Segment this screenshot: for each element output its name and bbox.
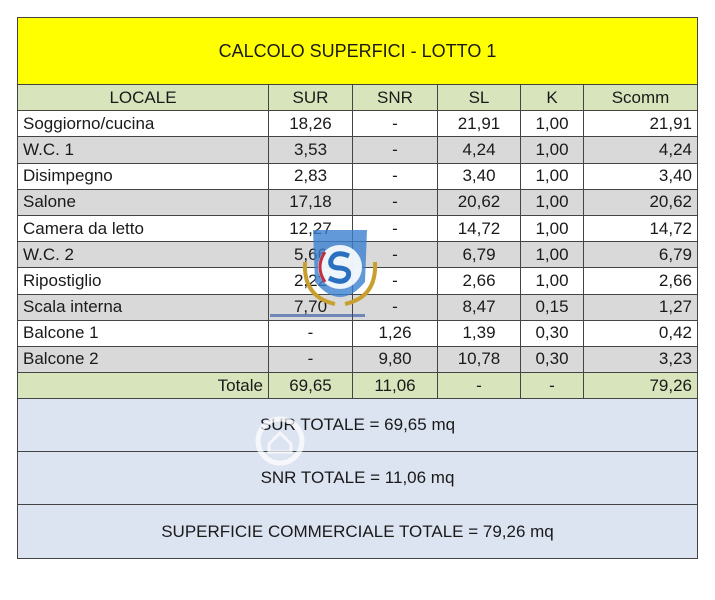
cell-snr: -	[353, 294, 438, 320]
cell-sl: 1,39	[438, 320, 521, 346]
cell-snr: -	[353, 111, 438, 137]
surface-table: CALCOLO SUPERFICI - LOTTO 1 LOCALE SUR SNR…	[17, 17, 698, 560]
cell-sur: -	[269, 346, 353, 373]
cell-sur: 3,53	[269, 137, 353, 163]
cell-sl: 20,62	[438, 189, 521, 215]
table-row: W.C. 1 3,53-4,24 1,00 4,24	[18, 137, 697, 164]
table-row: Scala interna 7,70-8,47 0,15 1,27	[18, 294, 697, 321]
cell-scomm: 1,27	[658, 297, 692, 317]
cell-locale: Disimpegno	[18, 163, 269, 189]
cell-locale: Ripostiglio	[18, 268, 269, 294]
snr-total: SNR TOTALE = 11,06 mq	[18, 452, 697, 506]
cell-k: 1,00	[521, 137, 584, 163]
cell-sur: 12,27	[269, 215, 353, 242]
header-sl: SL	[438, 85, 521, 111]
header-scomm: Scomm	[611, 87, 670, 107]
table-row: Balcone 2-9,80 10,78 0,30 3,23	[18, 346, 697, 374]
cell-locale: Balcone 2	[18, 346, 269, 373]
cell-k: 1,00	[521, 189, 584, 215]
cell-snr: 1,26	[353, 320, 438, 346]
cell-snr: -	[353, 163, 438, 189]
total-sl: -	[438, 373, 521, 399]
cell-locale: Soggiorno/cucina	[18, 111, 269, 137]
cell-scomm: 14,72	[649, 218, 692, 238]
cell-sl: 6,79	[438, 242, 521, 268]
table-row: Disimpegno 2,83-3,40 1,00 3,40	[18, 163, 697, 190]
header-row: LOCALE SUR SNR SL K Scomm	[18, 85, 697, 112]
cell-scomm: 3,40	[658, 166, 692, 186]
cell-locale: W.C. 2	[18, 242, 269, 268]
cell-k: 1,00	[521, 215, 584, 242]
cell-scomm: 2,66	[658, 270, 692, 290]
header-sur: SUR	[269, 85, 353, 111]
header-locale: LOCALE	[18, 85, 269, 111]
cell-k: 1,00	[521, 111, 584, 137]
cell-k: 1,00	[521, 268, 584, 294]
total-snr: 11,06	[353, 373, 438, 399]
cell-k: 1,00	[521, 242, 584, 268]
cell-snr: -	[353, 242, 438, 268]
cell-sur: 2,22	[269, 268, 353, 294]
cell-sl: 3,40	[438, 163, 521, 189]
cell-sur: 2,83	[269, 163, 353, 189]
cell-snr: -	[353, 137, 438, 163]
cell-scomm: 4,24	[658, 139, 692, 159]
table-row: Balcone 1-1,26 1,39 0,30 0,42	[18, 320, 697, 347]
cell-sur: 5,66	[269, 242, 353, 268]
commercial-total: SUPERFICIE COMMERCIALE TOTALE = 79,26 mq	[18, 505, 697, 559]
cell-locale: Camera da letto	[18, 215, 269, 242]
table-row: Salone 17,18-20,62 1,00 20,62	[18, 189, 697, 216]
cell-snr: 9,80	[353, 346, 438, 373]
total-scomm: 79,26	[649, 375, 692, 395]
cell-sl: 14,72	[438, 215, 521, 242]
cell-sur: 17,18	[269, 189, 353, 215]
table-row: W.C. 2 5,66-6,79 1,00 6,79	[18, 242, 697, 269]
cell-sl: 4,24	[438, 137, 521, 163]
cell-locale: W.C. 1	[18, 137, 269, 163]
cell-sl: 2,66	[438, 268, 521, 294]
cell-k: 0,30	[521, 346, 584, 373]
cell-k: 0,15	[521, 294, 584, 320]
cell-locale: Balcone 1	[18, 320, 269, 346]
table-row: Soggiorno/cucina 18,26-21,91 1,00 21,91	[18, 111, 697, 138]
cell-scomm: 21,91	[649, 113, 692, 133]
table-row: Ripostiglio 2,22-2,66 1,00 2,66	[18, 268, 697, 295]
cell-k: 1,00	[521, 163, 584, 189]
cell-sur: 7,70	[269, 294, 353, 320]
cell-snr: -	[353, 215, 438, 242]
header-k: K	[521, 85, 584, 111]
table-row: Camera da letto 12,27-14,72 1,00 14,72	[18, 215, 697, 243]
total-row: Totale 69,65 11,06- -79,26	[18, 373, 697, 400]
cell-sl: 21,91	[438, 111, 521, 137]
cell-sl: 8,47	[438, 294, 521, 320]
cell-scomm: 6,79	[658, 244, 692, 264]
cell-snr: -	[353, 189, 438, 215]
header-snr: SNR	[353, 85, 438, 111]
cell-locale: Salone	[18, 189, 269, 215]
cell-sl: 10,78	[438, 346, 521, 373]
cell-k: 0,30	[521, 320, 584, 346]
cell-sur: 18,26	[269, 111, 353, 137]
total-locale: Totale	[18, 373, 269, 399]
cell-locale: Scala interna	[18, 294, 269, 320]
total-k: -	[521, 373, 584, 399]
cell-scomm: 3,23	[658, 349, 692, 369]
cell-sur: -	[269, 320, 353, 346]
cell-scomm: 20,62	[649, 192, 692, 212]
total-sur: 69,65	[269, 373, 353, 399]
cell-scomm: 0,42	[658, 323, 692, 343]
sur-total: SUR TOTALE = 69,65 mq	[18, 399, 697, 453]
cell-snr: -	[353, 268, 438, 294]
table-title: CALCOLO SUPERFICI - LOTTO 1	[18, 18, 697, 85]
